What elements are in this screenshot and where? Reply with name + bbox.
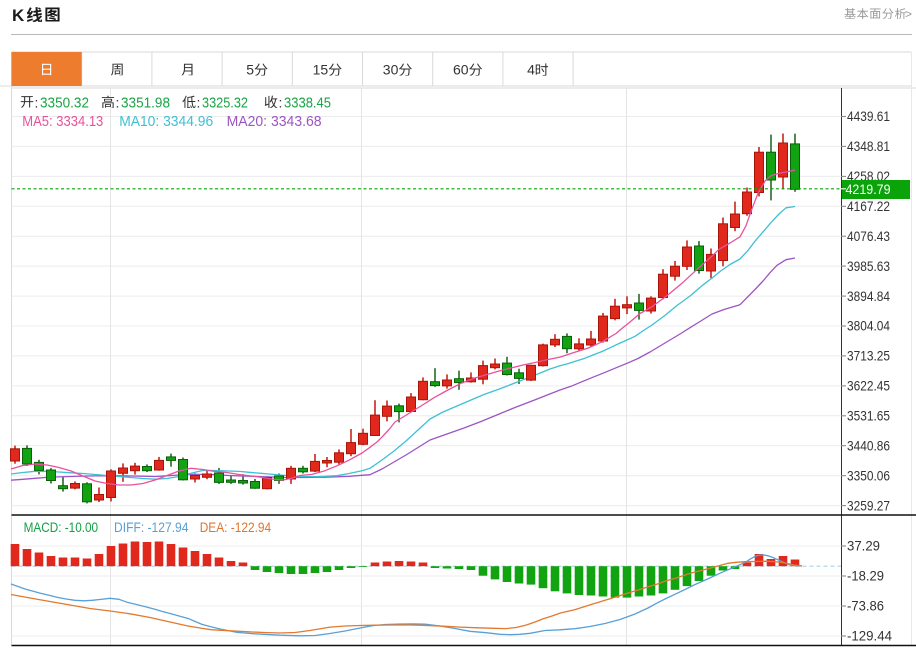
- svg-text:15: 15: [313, 62, 329, 78]
- svg-text:-18.29: -18.29: [847, 569, 884, 584]
- svg-text:DIFF: -127.94: DIFF: -127.94: [114, 519, 189, 535]
- svg-text:-73.86: -73.86: [847, 599, 884, 614]
- svg-text::: :: [279, 95, 283, 111]
- svg-text:3338.45: 3338.45: [284, 96, 331, 112]
- svg-text:3350.06: 3350.06: [847, 468, 890, 483]
- svg-text:3804.04: 3804.04: [847, 319, 890, 334]
- svg-text:-129.44: -129.44: [847, 629, 892, 644]
- svg-text:3350.32: 3350.32: [40, 96, 89, 112]
- svg-text:4: 4: [527, 62, 535, 78]
- svg-text:K: K: [12, 6, 25, 25]
- svg-text:>: >: [905, 7, 912, 21]
- svg-text:37.29: 37.29: [847, 539, 880, 554]
- svg-text:MA10: 3344.96: MA10: 3344.96: [119, 114, 213, 130]
- svg-text:3351.98: 3351.98: [121, 96, 170, 112]
- svg-text:3259.27: 3259.27: [847, 498, 890, 513]
- svg-text:4076.43: 4076.43: [847, 229, 890, 244]
- svg-text:3894.84: 3894.84: [847, 289, 890, 304]
- svg-text::: :: [35, 95, 39, 111]
- svg-text:30: 30: [383, 62, 399, 78]
- svg-text:3985.63: 3985.63: [847, 259, 890, 274]
- svg-text:4167.22: 4167.22: [847, 199, 890, 214]
- svg-text:MA20: 3343.68: MA20: 3343.68: [227, 114, 322, 130]
- svg-text:3622.45: 3622.45: [847, 379, 890, 394]
- svg-text:5: 5: [246, 62, 254, 78]
- svg-text:MA5: 3334.13: MA5: 3334.13: [22, 114, 103, 130]
- svg-text:MACD: -10.00: MACD: -10.00: [24, 519, 99, 535]
- svg-text::: :: [197, 95, 201, 111]
- svg-text:DEA: -122.94: DEA: -122.94: [200, 519, 272, 535]
- svg-text:3440.86: 3440.86: [847, 438, 890, 453]
- svg-text:4219.79: 4219.79: [846, 181, 891, 197]
- svg-text::: :: [116, 95, 120, 111]
- svg-text:60: 60: [453, 62, 469, 78]
- svg-text:4348.81: 4348.81: [847, 139, 890, 154]
- svg-text:3531.65: 3531.65: [847, 409, 890, 424]
- svg-text:3713.25: 3713.25: [847, 349, 890, 364]
- svg-text:4439.61: 4439.61: [847, 109, 890, 124]
- svg-text:3325.32: 3325.32: [202, 96, 248, 112]
